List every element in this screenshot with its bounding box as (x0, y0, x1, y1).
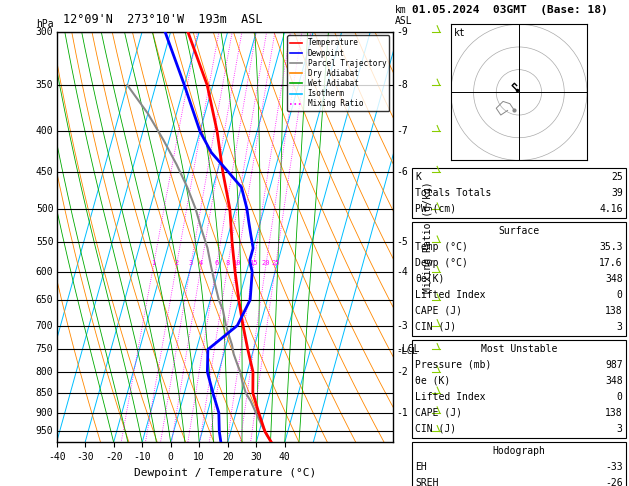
Text: 25: 25 (611, 172, 623, 182)
Text: 6: 6 (214, 260, 218, 266)
Text: 500: 500 (36, 204, 53, 214)
Text: K: K (415, 172, 421, 182)
Text: -26: -26 (605, 478, 623, 486)
Text: EH: EH (415, 462, 427, 472)
Text: 800: 800 (36, 367, 53, 377)
Text: 350: 350 (36, 80, 53, 90)
Text: CAPE (J): CAPE (J) (415, 408, 462, 418)
Text: -3: -3 (396, 321, 408, 330)
Text: θe (K): θe (K) (415, 376, 450, 386)
Text: 3: 3 (617, 424, 623, 434)
Text: 4: 4 (199, 260, 203, 266)
Text: CIN (J): CIN (J) (415, 322, 456, 332)
Text: 348: 348 (605, 274, 623, 284)
Text: 15: 15 (249, 260, 258, 266)
Text: 10: 10 (232, 260, 241, 266)
Text: 01.05.2024  03GMT  (Base: 18): 01.05.2024 03GMT (Base: 18) (412, 5, 608, 15)
Text: 20: 20 (262, 260, 270, 266)
Text: 8: 8 (226, 260, 230, 266)
Legend: Temperature, Dewpoint, Parcel Trajectory, Dry Adiabat, Wet Adiabat, Isotherm, Mi: Temperature, Dewpoint, Parcel Trajectory… (287, 35, 389, 111)
Text: 600: 600 (36, 267, 53, 277)
Text: Surface: Surface (498, 226, 540, 236)
Text: 0: 0 (617, 290, 623, 300)
Text: hPa: hPa (36, 19, 53, 29)
Text: Lifted Index: Lifted Index (415, 290, 486, 300)
Text: θe(K): θe(K) (415, 274, 445, 284)
Text: Dewp (°C): Dewp (°C) (415, 258, 468, 268)
Text: -LCL: -LCL (396, 345, 420, 354)
Text: -8: -8 (396, 80, 408, 90)
Text: 4.16: 4.16 (599, 204, 623, 214)
Text: -7: -7 (396, 126, 408, 137)
Text: -6: -6 (396, 167, 408, 177)
Text: Mixing Ratio (g/kg): Mixing Ratio (g/kg) (423, 181, 433, 293)
Text: 987: 987 (605, 360, 623, 370)
Text: 12°09'N  273°10'W  193m  ASL: 12°09'N 273°10'W 193m ASL (63, 13, 262, 26)
Text: 400: 400 (36, 126, 53, 137)
X-axis label: Dewpoint / Temperature (°C): Dewpoint / Temperature (°C) (134, 468, 316, 478)
Text: 950: 950 (36, 427, 53, 436)
Text: CIN (J): CIN (J) (415, 424, 456, 434)
Text: 900: 900 (36, 408, 53, 418)
Text: kt: kt (454, 28, 465, 38)
Text: 700: 700 (36, 321, 53, 330)
Text: 17.6: 17.6 (599, 258, 623, 268)
Text: -9: -9 (396, 27, 408, 36)
Text: 850: 850 (36, 388, 53, 398)
Text: 138: 138 (605, 408, 623, 418)
Text: CAPE (J): CAPE (J) (415, 306, 462, 316)
Text: Temp (°C): Temp (°C) (415, 242, 468, 252)
Text: -LCL: -LCL (396, 347, 418, 356)
Text: 450: 450 (36, 167, 53, 177)
Text: Lifted Index: Lifted Index (415, 392, 486, 402)
Text: 300: 300 (36, 27, 53, 36)
Text: 750: 750 (36, 345, 53, 354)
Text: 3: 3 (617, 322, 623, 332)
Text: 1: 1 (151, 260, 155, 266)
Text: km
ASL: km ASL (394, 5, 412, 26)
Text: Pressure (mb): Pressure (mb) (415, 360, 491, 370)
Text: -2: -2 (396, 367, 408, 377)
Text: 35.3: 35.3 (599, 242, 623, 252)
Text: Hodograph: Hodograph (493, 446, 545, 456)
Text: -1: -1 (396, 408, 408, 418)
Text: 550: 550 (36, 237, 53, 247)
Text: SREH: SREH (415, 478, 438, 486)
Text: 3: 3 (189, 260, 192, 266)
Text: Totals Totals: Totals Totals (415, 188, 491, 198)
Text: -5: -5 (396, 237, 408, 247)
Text: 138: 138 (605, 306, 623, 316)
Text: 2: 2 (174, 260, 179, 266)
Text: PW (cm): PW (cm) (415, 204, 456, 214)
Text: -33: -33 (605, 462, 623, 472)
Text: Most Unstable: Most Unstable (481, 344, 557, 354)
Text: 39: 39 (611, 188, 623, 198)
Text: 25: 25 (271, 260, 280, 266)
Text: 348: 348 (605, 376, 623, 386)
Text: 650: 650 (36, 295, 53, 305)
Text: 0: 0 (617, 392, 623, 402)
Text: -4: -4 (396, 267, 408, 277)
